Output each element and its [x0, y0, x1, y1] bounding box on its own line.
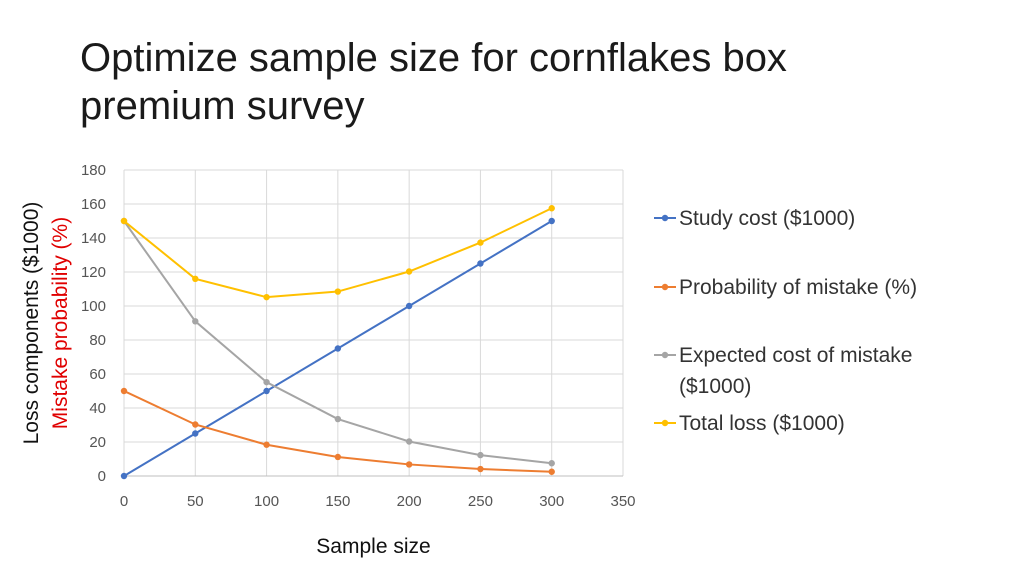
legend-label: Total loss ($1000) — [679, 412, 845, 435]
legend-swatch-marker — [661, 283, 669, 291]
y-tick-label: 0 — [98, 468, 106, 485]
y-tick-label: 60 — [89, 366, 106, 383]
y-tick-label: 140 — [81, 230, 106, 247]
data-point — [334, 453, 342, 461]
data-point — [263, 387, 270, 395]
x-axis-title: Sample size — [316, 535, 430, 558]
legend-item: Study cost ($1000) — [654, 207, 855, 230]
legend-swatch-marker — [661, 351, 669, 359]
y-tick-label: 100 — [81, 298, 106, 315]
data-point — [477, 239, 484, 246]
data-point — [548, 460, 555, 467]
data-point — [405, 268, 413, 275]
legend-label-line: Expected cost of mistake — [679, 344, 912, 367]
data-point — [405, 302, 413, 310]
legend-swatch-marker — [661, 214, 669, 222]
legend-item: Probability of mistake (%) — [654, 276, 917, 299]
data-point — [263, 441, 270, 448]
y-tick-label: 40 — [89, 400, 106, 417]
series-2 — [120, 217, 555, 467]
data-point — [192, 430, 199, 437]
series-3 — [120, 205, 555, 301]
data-point — [120, 387, 128, 395]
y-tick-label: 120 — [81, 264, 106, 281]
legend: Study cost ($1000) Probability of mistake… — [654, 207, 917, 435]
data-point — [334, 415, 342, 423]
x-tick-label: 250 — [468, 493, 493, 510]
legend-label: Probability of mistake (%) — [679, 276, 917, 299]
data-point — [263, 378, 270, 386]
data-point — [405, 461, 413, 468]
data-point — [263, 293, 270, 301]
data-point — [477, 465, 484, 473]
x-tick-label: 50 — [187, 493, 204, 510]
x-tick-label: 200 — [397, 493, 422, 510]
slide-title-line-1: Optimize sample size for cornflakes box — [80, 36, 787, 80]
slide-title: Optimize sample size for cornflakes box … — [80, 34, 960, 130]
legend-item: Expected cost of mistake ($1000) — [654, 344, 912, 398]
y-axis-title-segment: probability (%) — [49, 217, 72, 357]
data-point — [192, 275, 199, 282]
y-tick-label: 160 — [81, 196, 106, 213]
data-point — [548, 217, 555, 225]
data-point — [334, 288, 342, 295]
data-point — [192, 318, 199, 325]
x-tick-label: 300 — [539, 493, 564, 510]
series-1 — [120, 387, 555, 475]
data-point — [477, 451, 484, 459]
data-point — [334, 345, 342, 352]
y-axis-title-line-2: Mistake probability (%) — [49, 217, 72, 429]
slide-title-line-2: premium survey — [80, 84, 365, 128]
data-point — [405, 438, 413, 445]
legend-label: Expected cost of mistake ($1000) — [679, 344, 912, 398]
data-point — [548, 205, 555, 212]
data-point — [120, 472, 128, 480]
data-point — [548, 468, 555, 475]
y-tick-label: 180 — [81, 162, 106, 179]
x-tick-label: 150 — [325, 493, 350, 510]
y-tick-label: 80 — [89, 332, 106, 349]
x-tick-label: 0 — [120, 493, 128, 510]
data-point — [477, 260, 484, 267]
legend-swatch-marker — [661, 419, 669, 427]
data-point — [192, 421, 199, 428]
legend-label-line: ($1000) — [679, 375, 751, 398]
legend-label: Study cost ($1000) — [679, 207, 855, 230]
series-0 — [120, 217, 555, 480]
data-point — [120, 217, 128, 225]
legend-item: Total loss ($1000) — [654, 412, 845, 435]
y-tick-label: 20 — [89, 434, 106, 451]
y-axis-title-segment: Mistake — [49, 357, 72, 429]
x-tick-label: 350 — [610, 493, 635, 510]
x-tick-label: 100 — [254, 493, 279, 510]
y-axis-title-line-1: Loss components ($1000) — [20, 202, 43, 445]
